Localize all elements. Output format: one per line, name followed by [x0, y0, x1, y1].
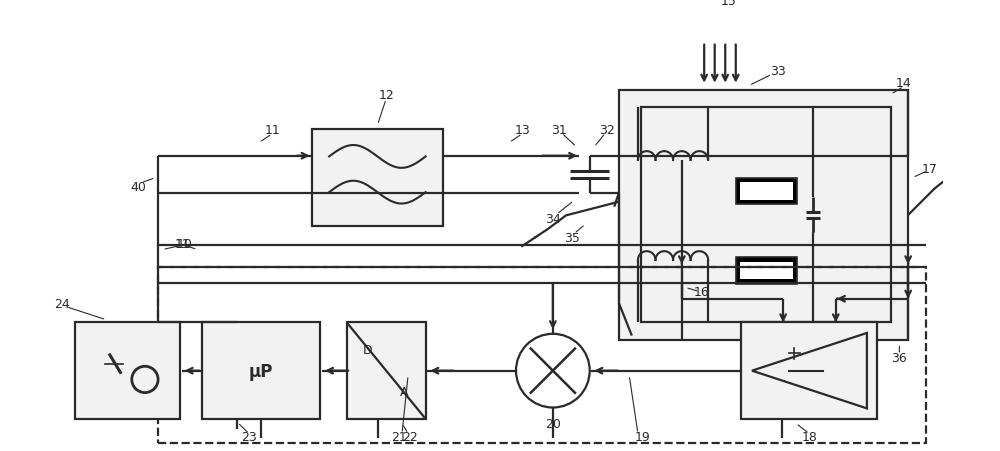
- Bar: [202, 323, 320, 419]
- Text: 22: 22: [402, 430, 418, 443]
- Bar: [312, 130, 443, 226]
- Bar: [641, 108, 891, 323]
- Bar: [736, 258, 797, 284]
- Text: 18: 18: [802, 430, 817, 443]
- Text: 32: 32: [599, 124, 615, 137]
- Bar: [158, 267, 926, 442]
- Text: 15: 15: [721, 0, 737, 8]
- Bar: [347, 323, 426, 419]
- Bar: [741, 323, 877, 419]
- Text: 31: 31: [551, 124, 567, 137]
- Bar: [619, 91, 908, 340]
- Text: 10: 10: [176, 237, 192, 250]
- Bar: [740, 262, 793, 280]
- Text: μP: μP: [249, 362, 273, 380]
- Text: 40: 40: [131, 180, 147, 193]
- Text: 16: 16: [693, 285, 709, 299]
- Text: 24: 24: [54, 297, 69, 310]
- Text: 23: 23: [241, 430, 257, 443]
- Text: A: A: [400, 386, 409, 399]
- Circle shape: [516, 334, 590, 408]
- Text: 33: 33: [770, 65, 786, 78]
- Bar: [736, 179, 797, 205]
- Text: 17: 17: [922, 163, 938, 176]
- Bar: [740, 183, 793, 200]
- Text: 21: 21: [391, 430, 407, 443]
- Text: 34: 34: [545, 212, 561, 225]
- Text: 11: 11: [264, 124, 280, 137]
- Text: 36: 36: [892, 351, 907, 364]
- Text: 19: 19: [634, 430, 650, 443]
- Text: 14: 14: [896, 77, 912, 90]
- Text: 20: 20: [545, 417, 561, 430]
- Text: 11: 11: [175, 237, 191, 250]
- Text: 12: 12: [378, 89, 394, 101]
- Text: 13: 13: [514, 124, 530, 137]
- Text: D: D: [363, 343, 373, 356]
- Text: 35: 35: [564, 231, 580, 244]
- Bar: [75, 323, 180, 419]
